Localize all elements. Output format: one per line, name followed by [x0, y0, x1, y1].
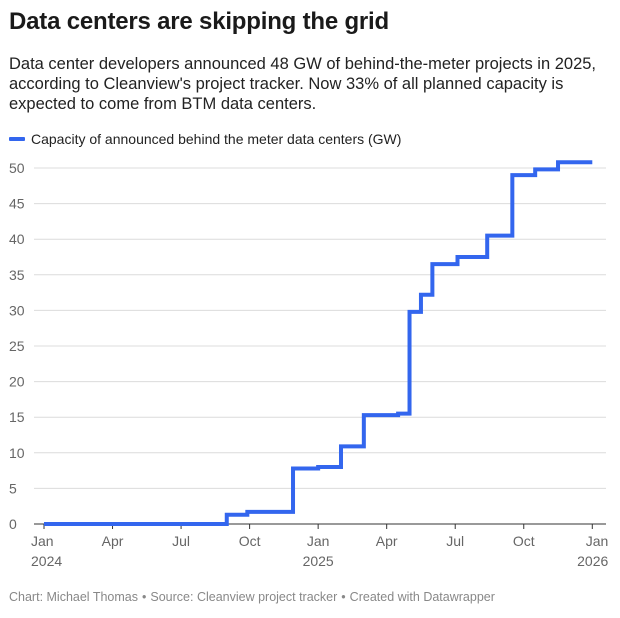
footer-created-with: Created with Datawrapper	[349, 590, 495, 604]
y-tick-label: 50	[9, 160, 25, 176]
y-tick-label: 40	[9, 231, 25, 247]
y-tick-label: 5	[9, 480, 17, 496]
footer-source: Source: Cleanview project tracker	[150, 590, 338, 604]
y-tick-label: 10	[9, 445, 25, 461]
y-tick-label: 45	[9, 196, 25, 212]
legend: Capacity of announced behind the meter d…	[9, 131, 401, 147]
y-tick-label: 30	[9, 302, 25, 318]
x-tick-label: Jul	[172, 533, 190, 549]
x-tick-label: Jan	[31, 533, 54, 549]
x-tick-year-label: 2024	[31, 553, 62, 569]
footer-separator: •	[341, 590, 346, 604]
y-tick-label: 0	[9, 516, 17, 532]
x-tick-label: Jan	[586, 533, 609, 549]
footer-chart-by: Chart: Michael Thomas	[9, 590, 138, 604]
legend-swatch	[9, 137, 25, 141]
y-tick-label: 20	[9, 374, 25, 390]
x-tick-label: Apr	[376, 533, 398, 549]
x-tick-label: Apr	[102, 533, 124, 549]
chart-title: Data centers are skipping the grid	[9, 8, 389, 35]
x-tick-label: Oct	[239, 533, 261, 549]
x-tick-year-label: 2026	[577, 553, 608, 569]
footer-separator: •	[142, 590, 147, 604]
chart-subtitle: Data center developers announced 48 GW o…	[9, 55, 597, 113]
y-tick-label: 35	[9, 267, 25, 283]
y-tick-label: 15	[9, 409, 25, 425]
x-tick-year-label: 2025	[303, 553, 334, 569]
x-tick-label: Oct	[513, 533, 535, 549]
legend-label: Capacity of announced behind the meter d…	[31, 131, 402, 147]
x-tick-label: Jul	[446, 533, 464, 549]
x-tick-label: Jan	[307, 533, 330, 549]
series-line	[44, 160, 593, 526]
footer: Chart: Michael Thomas • Source: Cleanview …	[9, 590, 495, 604]
y-tick-label: 25	[9, 338, 25, 354]
